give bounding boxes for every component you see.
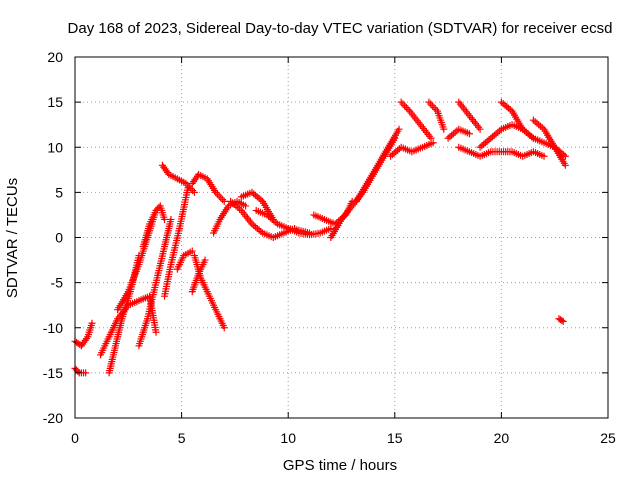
data-point: [427, 134, 435, 142]
y-tick-label: -15: [43, 365, 63, 381]
y-tick-label: 15: [47, 94, 63, 110]
data-point: [152, 328, 160, 336]
y-tick-labels: -20 -15 -10 -5 0 5 10 15 20: [43, 49, 63, 426]
series-arc-24: [425, 98, 448, 133]
series-arc-31: [555, 315, 567, 325]
series-arc-07: [139, 202, 169, 251]
series-arc-06: [135, 215, 175, 350]
data-point: [184, 184, 192, 192]
data-point: [558, 317, 566, 325]
data-point: [201, 256, 209, 264]
data-point: [559, 317, 567, 325]
data-point: [561, 152, 569, 160]
series-arc-23: [397, 98, 435, 142]
data-point: [161, 215, 169, 223]
data-point: [561, 161, 569, 169]
data-point: [220, 324, 228, 332]
axis-ticks: [74, 56, 609, 419]
series-arc-29: [529, 116, 569, 169]
y-axis-label: SDTVAR / TECUs: [4, 178, 21, 298]
y-tick-label: -20: [43, 410, 63, 426]
x-axis-label: GPS time / hours: [283, 457, 397, 474]
y-tick-label: -10: [43, 320, 63, 336]
y-tick-label: 20: [47, 49, 63, 65]
series-arc-26: [455, 143, 548, 160]
x-tick-label: 5: [178, 430, 186, 446]
x-tick-label: 25: [600, 430, 616, 446]
data-point: [476, 125, 484, 133]
series-arc-25: [455, 98, 484, 133]
data-point: [220, 197, 228, 205]
y-tick-label: -5: [51, 275, 64, 291]
data-point: [167, 215, 175, 223]
data-points: [71, 98, 569, 377]
data-point: [188, 247, 196, 255]
x-tick-labels: 0 5 10 15 20 25: [71, 430, 616, 446]
x-tick-label: 15: [387, 430, 403, 446]
x-tick-label: 20: [494, 430, 510, 446]
series-arc-01: [71, 319, 96, 350]
chart-title: Day 168 of 2023, Sidereal Day-to-day VTE…: [68, 20, 613, 37]
series-arc-21: [352, 125, 403, 205]
series-arc-14: [210, 197, 250, 237]
y-tick-label: 0: [55, 230, 63, 246]
x-tick-label: 0: [71, 430, 79, 446]
data-point: [540, 152, 548, 160]
series-arc-18: [284, 224, 335, 239]
y-tick-label: 5: [55, 184, 63, 200]
series-arc-22: [387, 139, 437, 160]
data-point: [74, 367, 82, 375]
y-tick-label: 10: [47, 139, 63, 155]
series-arc-08: [158, 161, 198, 196]
series-arc-09: [161, 184, 192, 300]
data-point: [395, 125, 403, 133]
series-arc-11: [188, 170, 228, 205]
data-point: [190, 188, 198, 196]
data-point: [88, 319, 96, 327]
data-point: [327, 224, 335, 232]
series-arc-30: [444, 125, 473, 142]
data-point: [242, 202, 250, 210]
data-point: [465, 130, 473, 138]
data-point: [82, 369, 90, 377]
data-point: [440, 125, 448, 133]
data-point: [429, 139, 437, 147]
x-tick-label: 10: [280, 430, 296, 446]
series-arc-13: [188, 256, 209, 296]
series-arc-10: [173, 247, 196, 273]
